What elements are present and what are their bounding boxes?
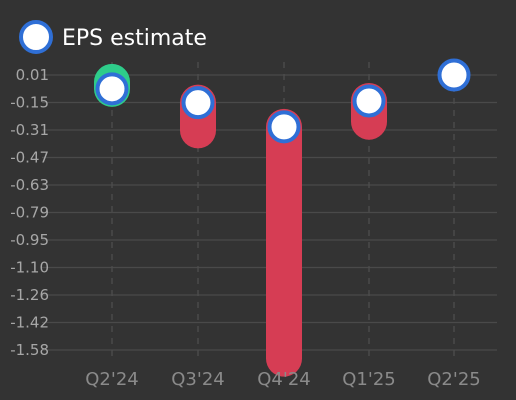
bars bbox=[94, 63, 387, 377]
x-tick-label: Q2'25 bbox=[427, 369, 480, 390]
x-axis-ticks: Q2'24 Q3'24 Q4'24 Q1'25 Q2'25 bbox=[85, 369, 480, 390]
y-tick-label: -1.42 bbox=[10, 314, 49, 332]
y-tick-label: -0.47 bbox=[10, 149, 49, 167]
estimate-marker bbox=[95, 72, 129, 106]
y-tick-label: -1.26 bbox=[10, 286, 49, 304]
x-tick-label: Q3'24 bbox=[171, 369, 224, 390]
y-tick-label: -1.58 bbox=[10, 341, 49, 359]
y-axis-ticks: 0.01 -0.15 -0.31 -0.47 -0.63 -0.79 -0.95 -1.10 -… bbox=[10, 66, 49, 359]
y-tick-label: 0.01 bbox=[16, 66, 49, 84]
y-tick-label: -0.15 bbox=[10, 94, 49, 112]
y-tick-label: -1.10 bbox=[10, 259, 49, 277]
legend-label: EPS estimate bbox=[62, 26, 207, 51]
y-tick-label: -0.95 bbox=[10, 231, 49, 249]
y-tick-label: -0.79 bbox=[10, 204, 49, 222]
y-tick-label: -0.63 bbox=[10, 176, 49, 194]
estimate-marker bbox=[437, 58, 471, 92]
estimate-marker bbox=[267, 110, 301, 144]
legend-marker bbox=[19, 20, 53, 54]
legend: EPS estimate bbox=[19, 20, 207, 54]
markers bbox=[95, 58, 471, 144]
y-tick-label: -0.31 bbox=[10, 121, 49, 139]
x-tick-label: Q4'24 bbox=[257, 369, 310, 390]
estimate-marker bbox=[352, 84, 386, 118]
x-tick-label: Q1'25 bbox=[342, 369, 395, 390]
estimate-marker bbox=[181, 86, 215, 120]
x-tick-label: Q2'24 bbox=[85, 369, 138, 390]
